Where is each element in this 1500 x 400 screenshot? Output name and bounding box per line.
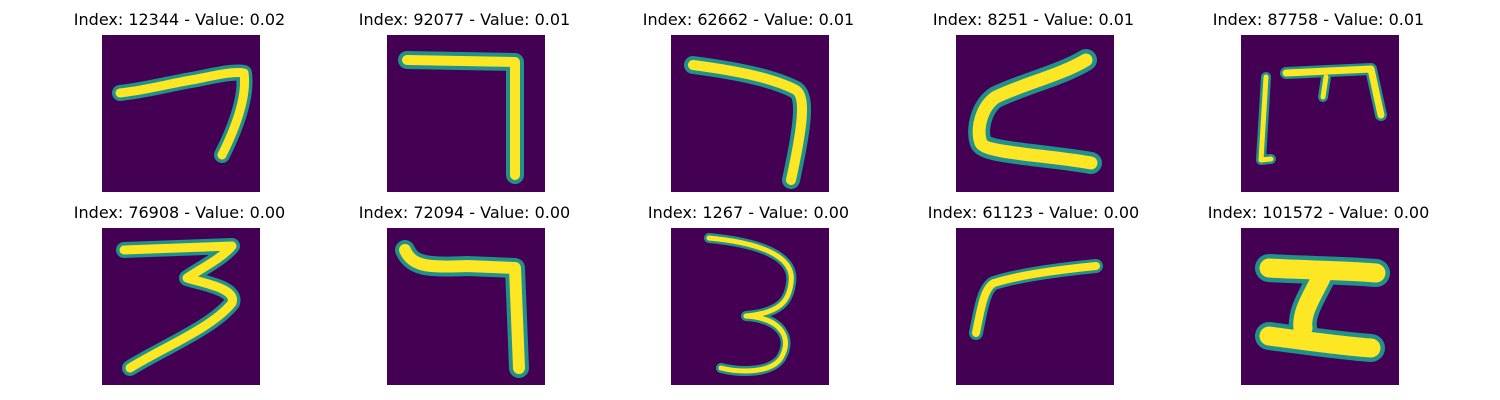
panel-7: Index: 72094 - Value: 0.00	[322, 203, 607, 393]
digit-image	[102, 228, 260, 385]
glyph-seven-curved-2	[684, 56, 812, 189]
panel-9: Index: 61123 - Value: 0.00	[891, 203, 1176, 393]
glyph-seven-hooked	[395, 240, 529, 378]
panel-title: Index: 101572 - Value: 0.00	[1207, 203, 1430, 222]
digit-image	[387, 35, 545, 192]
digit-image	[671, 35, 829, 192]
glyph-three-round	[704, 233, 797, 376]
glyph-m-shape	[1256, 63, 1387, 165]
panel-title: Index: 1267 - Value: 0.00	[647, 203, 850, 222]
panel-8: Index: 1267 - Value: 0.00	[606, 203, 891, 393]
panel-6: Index: 76908 - Value: 0.00	[37, 203, 322, 393]
panel-10: Index: 101572 - Value: 0.00	[1176, 203, 1461, 393]
glyph-seven-short	[969, 259, 1103, 340]
digit-image	[102, 35, 260, 192]
panel-1: Index: 12344 - Value: 0.02	[37, 10, 322, 200]
glyph-z-shape	[968, 49, 1102, 174]
panel-2: Index: 92077 - Value: 0.01	[322, 10, 607, 200]
digit-image	[1241, 228, 1399, 385]
panel-title: Index: 8251 - Value: 0.01	[932, 10, 1135, 29]
digit-image	[956, 228, 1114, 385]
panel-title: Index: 12344 - Value: 0.02	[73, 10, 286, 29]
panel-5: Index: 87758 - Value: 0.01	[1176, 10, 1461, 200]
glyph-seven-curved	[112, 64, 253, 163]
panel-title: Index: 87758 - Value: 0.01	[1212, 10, 1425, 29]
panel-title: Index: 72094 - Value: 0.00	[358, 203, 571, 222]
panel-title: Index: 76908 - Value: 0.00	[73, 203, 286, 222]
glyph-three-flat	[116, 238, 241, 376]
digit-image	[671, 228, 829, 385]
digit-image	[387, 228, 545, 385]
panel-title: Index: 62662 - Value: 0.01	[642, 10, 855, 29]
glyph-z-thick	[1255, 254, 1390, 362]
panel-3: Index: 62662 - Value: 0.01	[606, 10, 891, 200]
glyph-seven-angular	[398, 51, 524, 184]
digit-image	[956, 35, 1114, 192]
panel-title: Index: 92077 - Value: 0.01	[358, 10, 571, 29]
panel-4: Index: 8251 - Value: 0.01	[891, 10, 1176, 200]
digit-image	[1241, 35, 1399, 192]
panel-title: Index: 61123 - Value: 0.00	[927, 203, 1140, 222]
